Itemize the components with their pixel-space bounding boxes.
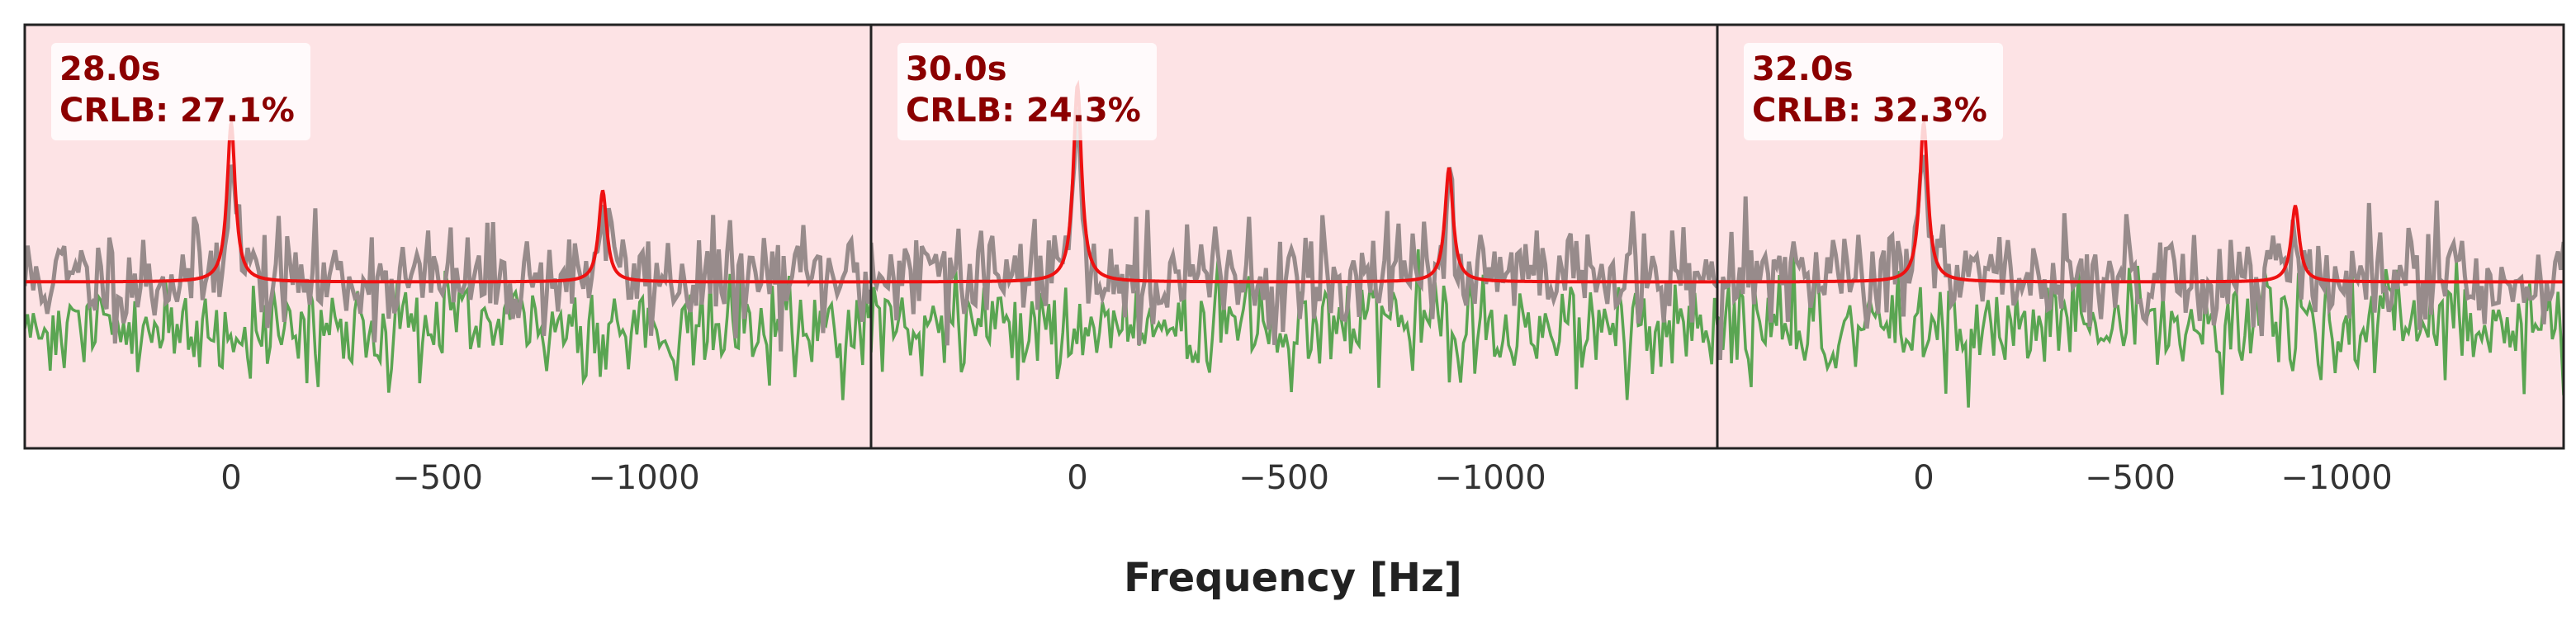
time-label: 30.0s [906,50,1007,88]
fit-line [871,79,1717,284]
x-tick-label: −1000 [1434,459,1546,497]
annotation-background [1744,43,2003,140]
annotation-box: 28.0s CRLB: 27.1% [51,43,310,140]
x-tick-label: 0 [1067,459,1087,497]
crlb-label: CRLB: 32.3% [1752,92,1987,130]
x-tick-label: 0 [1913,459,1934,497]
spectrum-line [25,164,871,352]
x-axis-label: Frequency [Hz] [1124,555,1462,601]
x-tick-label: −500 [1238,459,1329,497]
x-tick-label: 0 [220,459,241,497]
spectrum-line [871,108,1717,346]
panel-frame [1716,23,2565,450]
x-tick-label: −500 [2085,459,2176,497]
time-label: 28.0s [59,50,161,88]
panel-1: 0 −500 −1000 28.0s CRLB: 27.1% [23,23,873,497]
x-tick-label: −500 [392,459,483,497]
panel-2: 0 −500 −1000 30.0s CRLB: 24.3% [869,23,1719,497]
x-tick-label: −1000 [588,459,699,497]
time-label: 32.0s [1752,50,1854,88]
panels-group: 0 −500 −1000 28.0s CRLB: 27.1% 0 −500 −1000 30.0… [23,23,2565,497]
annotation-box: 32.0s CRLB: 32.3% [1744,43,2003,140]
annotation-background [897,43,1157,140]
fit-line [25,118,871,284]
x-tick-label: −1000 [2280,459,2392,497]
panel-curves [871,79,1717,400]
fit-line [1717,118,2564,284]
annotation-background [51,43,310,140]
crlb-label: CRLB: 24.3% [906,92,1141,130]
crlb-label: CRLB: 27.1% [59,92,295,130]
annotation-box: 30.0s CRLB: 24.3% [897,43,1157,140]
panel-3: 0 −500 −1000 32.0s CRLB: 32.3% [1716,23,2565,497]
residual-line [871,249,1717,400]
panel-curves [25,118,871,400]
panel-curves [1717,118,2564,408]
